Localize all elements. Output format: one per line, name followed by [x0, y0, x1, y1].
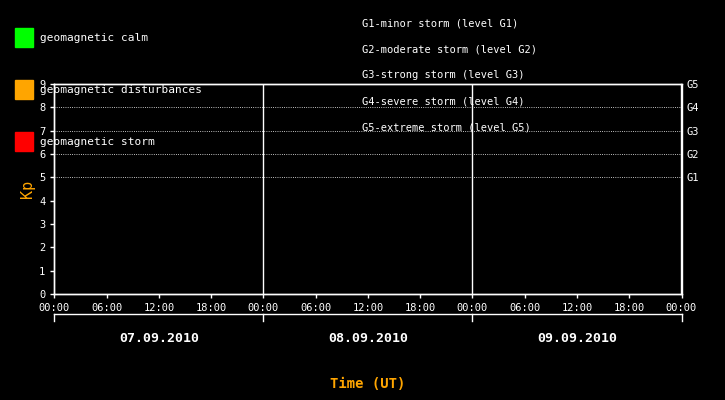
- Text: Time (UT): Time (UT): [331, 377, 405, 391]
- Text: 09.09.2010: 09.09.2010: [537, 332, 617, 344]
- Text: 07.09.2010: 07.09.2010: [119, 332, 199, 344]
- Text: geomagnetic disturbances: geomagnetic disturbances: [40, 84, 202, 94]
- Text: G2-moderate storm (level G2): G2-moderate storm (level G2): [362, 44, 537, 54]
- Text: geomagnetic storm: geomagnetic storm: [40, 136, 154, 146]
- Text: 08.09.2010: 08.09.2010: [328, 332, 408, 344]
- Text: G1-minor storm (level G1): G1-minor storm (level G1): [362, 18, 519, 28]
- Text: geomagnetic calm: geomagnetic calm: [40, 32, 148, 42]
- Text: G5-extreme storm (level G5): G5-extreme storm (level G5): [362, 122, 531, 132]
- Text: G4-severe storm (level G4): G4-severe storm (level G4): [362, 96, 525, 106]
- Y-axis label: Kp: Kp: [20, 180, 35, 198]
- Text: G3-strong storm (level G3): G3-strong storm (level G3): [362, 70, 525, 80]
